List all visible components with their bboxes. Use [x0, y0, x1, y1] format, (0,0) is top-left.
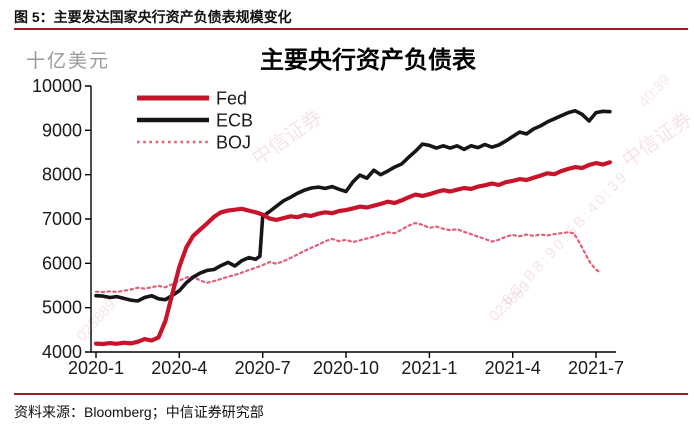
- y-tick-label: 8000: [42, 165, 82, 185]
- figure-caption: 图 5：主要发达国家央行资产负债表规模变化: [14, 9, 292, 25]
- legend-label-boj: BOJ: [216, 133, 251, 153]
- x-tick-label: 2020-7: [235, 358, 291, 378]
- header-rule: [14, 28, 688, 30]
- x-tick-label: 2021-4: [485, 358, 541, 378]
- x-tick-label: 2020-1: [68, 358, 124, 378]
- x-tick-label: 2020-10: [313, 358, 379, 378]
- y-tick-label: 6000: [42, 253, 82, 273]
- x-tick-label: 2021-1: [401, 358, 457, 378]
- watermark-text: 6C:B8:90:5B:40:39: [498, 167, 632, 309]
- x-tick-label: 2020-4: [151, 358, 207, 378]
- watermark-text: 40:39: [635, 72, 673, 111]
- footer-rule: [14, 393, 688, 395]
- series-line-boj: [94, 221, 602, 294]
- y-tick-label: 5000: [42, 298, 82, 318]
- source-note: 资料来源：Bloomberg；中信证券研究部: [14, 404, 264, 420]
- series-line-ecb: [94, 109, 612, 303]
- chart-title: 主要央行资产负债表: [260, 47, 476, 74]
- watermark-text: 中信证券: [248, 105, 327, 170]
- legend-label-fed: Fed: [216, 89, 247, 109]
- y-tick-label: 4000: [42, 342, 82, 362]
- series-line-fed: [93, 160, 612, 347]
- y-axis-unit-label: 十亿美元: [26, 51, 111, 72]
- watermark-text: 中信证券: [618, 107, 694, 172]
- legend-label-ecb: ECB: [216, 111, 253, 131]
- y-tick-label: 7000: [42, 209, 82, 229]
- x-tick-label: 2021-7: [568, 358, 624, 378]
- axes: [85, 85, 616, 358]
- y-tick-label: 9000: [42, 120, 82, 140]
- y-tick-label: 10000: [32, 76, 82, 96]
